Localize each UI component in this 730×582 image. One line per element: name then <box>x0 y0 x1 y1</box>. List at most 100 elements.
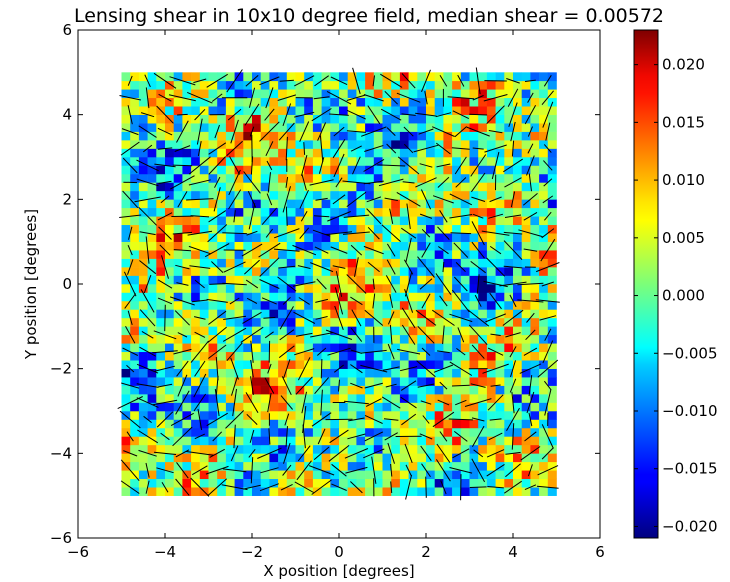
heatmap-cell <box>530 385 540 395</box>
heatmap-cell <box>269 385 279 395</box>
heatmap-cell <box>452 199 462 209</box>
heatmap-cell <box>408 461 418 471</box>
heatmap-cell <box>504 199 514 209</box>
heatmap-cell <box>426 453 435 463</box>
heatmap-cell <box>426 199 435 209</box>
heatmap-cell <box>225 258 235 268</box>
heatmap-cell <box>173 461 183 471</box>
heatmap-cell <box>147 97 157 107</box>
heatmap-cell <box>304 267 314 276</box>
heatmap-cell <box>521 309 531 319</box>
heatmap-cell <box>199 258 209 268</box>
heatmap-cell <box>347 402 357 412</box>
shear-whisker <box>364 431 384 442</box>
colorbar-tick-label: −0.020 <box>662 517 718 535</box>
shear-whisker <box>401 227 417 239</box>
heatmap-cell <box>304 97 314 107</box>
heatmap-cell <box>156 157 166 166</box>
heatmap-cell <box>443 368 453 378</box>
heatmap-cell <box>138 402 148 412</box>
heatmap-cell <box>260 199 270 209</box>
shear-whisker <box>292 244 317 256</box>
heatmap-cell <box>391 427 401 437</box>
heatmap-cell <box>469 411 479 420</box>
heatmap-cell <box>460 114 470 124</box>
heatmap-cell <box>138 199 148 209</box>
heatmap-cell <box>269 461 279 471</box>
heatmap-cell <box>234 114 244 124</box>
heatmap-cell <box>426 97 435 107</box>
heatmap-cell <box>173 334 183 344</box>
shear-whisker <box>528 173 532 192</box>
heatmap-cell <box>339 436 348 446</box>
heatmap-cell <box>373 131 383 141</box>
heatmap-cell <box>147 267 157 276</box>
heatmap-cell <box>121 275 131 285</box>
shear-whisker <box>247 190 257 208</box>
heatmap-cell <box>452 453 462 463</box>
heatmap-cell <box>147 411 157 420</box>
heatmap-cell <box>243 80 253 90</box>
heatmap-cell <box>513 487 522 496</box>
heatmap-cell <box>191 317 201 327</box>
shear-whisker <box>313 215 330 218</box>
heatmap-cell <box>391 487 401 496</box>
heatmap-cell <box>199 123 209 132</box>
shear-whisker <box>320 389 323 416</box>
heatmap-cell <box>443 343 453 353</box>
heatmap-cell <box>478 419 488 429</box>
heatmap-cell <box>312 72 322 82</box>
heatmap-cell <box>138 284 148 293</box>
heatmap-cell <box>182 72 192 82</box>
heatmap-cell <box>278 394 288 403</box>
heatmap-cell <box>208 106 218 115</box>
heatmap-cell <box>312 411 322 420</box>
shear-whisker <box>267 392 272 413</box>
heatmap-cell <box>426 436 435 446</box>
heatmap-cell <box>321 368 331 378</box>
shear-whisker <box>447 96 475 100</box>
heatmap-cell <box>530 157 540 166</box>
colorbar-tick-label: −0.005 <box>662 344 718 362</box>
heatmap-cell <box>460 394 470 403</box>
shear-whisker <box>527 143 534 154</box>
heatmap-cell <box>426 89 435 99</box>
heatmap-cell <box>121 182 131 192</box>
heatmap-cell <box>156 402 166 412</box>
shear-whisker <box>208 156 226 175</box>
heatmap-cell <box>165 326 174 336</box>
heatmap-cell <box>147 284 157 293</box>
heatmap-cell <box>252 123 261 132</box>
heatmap-cell <box>173 300 183 310</box>
heatmap-cell <box>530 250 540 259</box>
heatmap-cell <box>478 461 488 471</box>
heatmap-cell <box>547 351 557 361</box>
shear-whisker <box>173 348 192 355</box>
heatmap-cell <box>469 267 479 276</box>
shear-whisker <box>335 177 343 188</box>
heatmap-cell <box>138 72 148 82</box>
heatmap-cell <box>478 182 488 192</box>
heatmap-cell <box>208 343 218 353</box>
heatmap-cell <box>426 258 435 268</box>
shear-whisker <box>541 90 554 106</box>
heatmap-cell <box>208 157 218 166</box>
heatmap-cell <box>121 241 131 251</box>
shear-whisker <box>160 195 170 204</box>
heatmap-cell <box>399 80 409 90</box>
heatmap-cell <box>312 461 322 471</box>
heatmap-cell <box>478 360 488 369</box>
heatmap-cell <box>391 199 401 209</box>
heatmap-cell <box>478 199 488 209</box>
heatmap-cell <box>339 216 348 226</box>
heatmap-cell <box>182 258 192 268</box>
heatmap-cell <box>225 402 235 412</box>
heatmap-cell <box>312 106 322 115</box>
heatmap-cell <box>417 123 427 132</box>
heatmap-cell <box>260 419 270 429</box>
heatmap-cell <box>365 292 375 302</box>
heatmap-cell <box>426 419 435 429</box>
heatmap-cell <box>269 326 279 336</box>
heatmap-cell <box>138 157 148 166</box>
shear-whisker <box>190 477 210 497</box>
